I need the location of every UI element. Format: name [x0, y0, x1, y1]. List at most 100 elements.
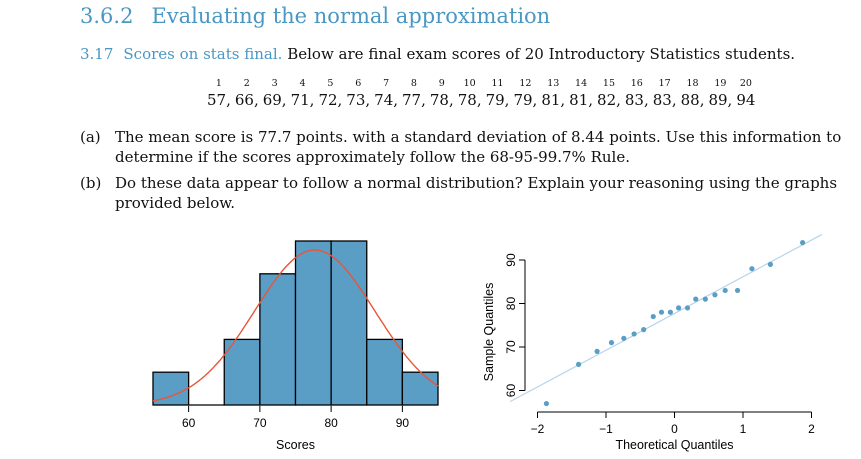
data-point [576, 361, 582, 367]
histogram-bar [294, 240, 332, 406]
exercise-text: Below are final exam scores of 20 Introd… [287, 45, 796, 63]
data-point [608, 340, 615, 346]
data-point [684, 305, 691, 311]
score-item: 7 74, [374, 78, 399, 109]
score-index: 6 [355, 78, 362, 89]
x-tick-label: −1 [599, 422, 613, 436]
histogram-bar [152, 371, 190, 406]
score-item: 18 88, [680, 78, 705, 109]
data-point [650, 313, 656, 320]
data-point [667, 309, 673, 315]
score-value: 89, [708, 91, 733, 109]
normal-probability-plot: 60 70 80 90 −2 −1 0 1 2 Theoretical Quantiles Samp… [482, 234, 823, 452]
x-tick-label: 80 [324, 416, 338, 430]
score-value: 57, [207, 91, 231, 109]
score-value: 78, [429, 91, 454, 109]
score-index: 12 [519, 78, 532, 89]
score-index: 5 [327, 78, 334, 89]
score-index: 2 [243, 78, 250, 89]
score-value: 79, [513, 91, 538, 109]
histogram-bar [330, 240, 368, 406]
x-tick-label: 0 [671, 422, 678, 436]
score-index: 19 [714, 78, 727, 89]
x-tick-label: 90 [396, 416, 410, 430]
data-point [749, 266, 755, 272]
y-tick-label: 70 [504, 340, 518, 354]
x-tick-label: 60 [182, 416, 196, 430]
score-item: 8 77, [402, 78, 426, 109]
x-axis-label: Scores [276, 438, 315, 452]
score-index: 1 [215, 78, 222, 89]
data-point [631, 331, 637, 337]
data-point [722, 287, 728, 294]
score-item: 13 81, [541, 78, 566, 109]
data-point [693, 296, 699, 302]
data-point [658, 309, 665, 315]
score-item: 5 72, [318, 78, 343, 109]
score-value: 66, [234, 91, 259, 109]
score-item: 15 82, [597, 78, 621, 109]
histogram-bar [259, 273, 297, 406]
score-index: 10 [463, 78, 476, 89]
exercise-statement: 3.17 Scores on stats final. Below are fin… [80, 45, 795, 63]
score-item: 9 78, [429, 78, 454, 109]
data-point [543, 400, 550, 407]
score-index: 17 [658, 78, 671, 89]
data-point [641, 327, 647, 333]
data-point [621, 335, 627, 341]
score-item: 3 69, [262, 78, 287, 109]
score-value: 78, [457, 91, 482, 109]
score-item: 14 81, [569, 78, 594, 109]
x-tick-label: 1 [740, 422, 747, 436]
score-value: 81, [541, 91, 566, 109]
score-index: 8 [410, 78, 417, 89]
score-item: 10 78, [457, 78, 482, 109]
score-index: 9 [438, 78, 445, 89]
score-index: 20 [739, 78, 752, 89]
y-tick-label: 60 [504, 384, 518, 398]
score-value: 69, [262, 91, 287, 109]
score-value: 82, [597, 91, 621, 109]
data-point [799, 240, 806, 246]
data-point [676, 305, 682, 311]
part-a-text: The mean score is 77.7 points. with a st… [115, 128, 842, 166]
exercise-number: 3.17 [80, 45, 114, 63]
histogram-chart: 60 70 80 90 Scores [152, 240, 439, 452]
score-item: 12 79, [513, 78, 538, 109]
score-index: 15 [602, 78, 615, 89]
score-item: 11 79, [486, 78, 510, 109]
exercise-title: Scores on stats final. [123, 45, 283, 63]
score-index: 7 [383, 78, 390, 89]
score-list: 1 57, 2 66, 3 69, 4 71, 5 72, 6 73, 7 74, 8 77, 9 78, 10 78… [207, 78, 755, 109]
score-value: 83, [624, 91, 649, 109]
score-item: 19 89, [708, 78, 733, 109]
score-value: 88, [680, 91, 705, 109]
y-axis-label: Sample Quantiles [482, 283, 496, 382]
x-tick-label: 70 [253, 416, 267, 430]
part-a-label: (a) [80, 128, 101, 146]
score-index: 3 [271, 78, 278, 89]
score-value: 77, [402, 91, 426, 109]
data-point [712, 292, 718, 298]
section-title: 3.6.2 Evaluating the normal approximation [80, 4, 550, 28]
histogram-bar [401, 371, 439, 406]
score-item: 17 83, [652, 78, 677, 109]
x-tick-label: −2 [531, 422, 545, 436]
score-value: 72, [318, 91, 343, 109]
score-value: 71, [290, 91, 315, 109]
part-b-text: Do these data appear to follow a normal … [115, 174, 838, 212]
y-tick-label: 80 [504, 297, 518, 311]
x-axis-label: Theoretical Quantiles [615, 438, 733, 452]
score-value: 74, [374, 91, 399, 109]
data-point [594, 348, 600, 354]
data-point [767, 261, 773, 267]
score-item: 6 73, [346, 78, 371, 109]
y-tick-label: 90 [504, 253, 518, 267]
score-value: 73, [346, 91, 371, 109]
score-value: 83, [652, 91, 677, 109]
section-number: 3.6.2 [80, 4, 134, 28]
score-value: 81, [569, 91, 594, 109]
score-index: 16 [630, 78, 643, 89]
score-index: 11 [491, 78, 504, 89]
score-index: 18 [686, 78, 699, 89]
